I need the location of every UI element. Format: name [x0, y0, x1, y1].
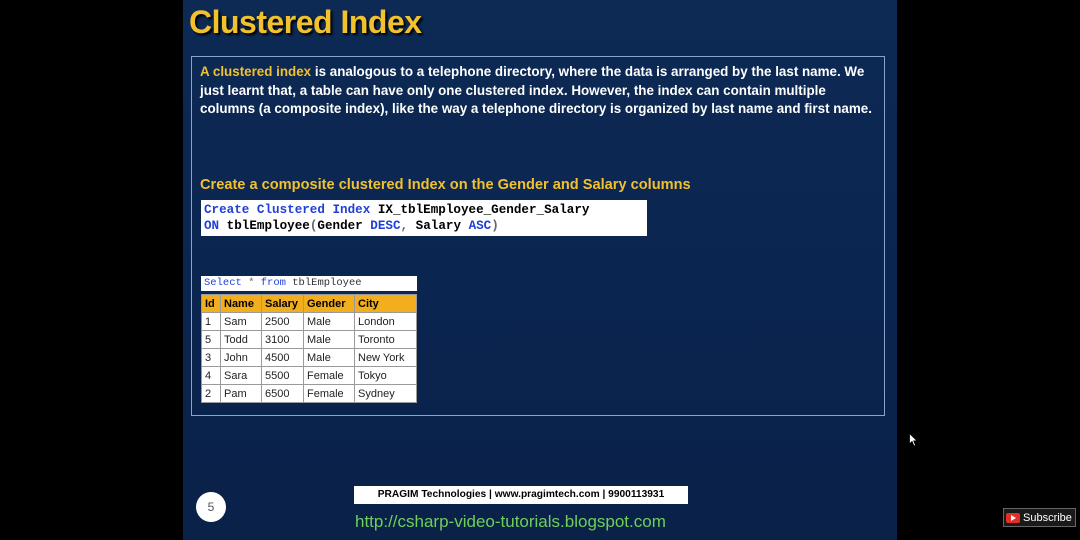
code-keyword-create: Create Clustered Index [204, 203, 371, 217]
content-box: A clustered index is analogous to a tele… [191, 56, 885, 416]
code-column-salary: Salary [408, 219, 469, 233]
code-column-gender: Gender [317, 219, 371, 233]
code-comma: , [400, 219, 409, 233]
column-header-id: Id [201, 294, 221, 313]
code-keyword-desc: DESC [370, 219, 401, 233]
cell-city: Toronto [354, 330, 417, 349]
code-index-name: IX_tblEmployee_Gender_Salary [370, 203, 590, 217]
code-keyword-asc: ASC [468, 219, 492, 233]
subscribe-button[interactable]: Subscribe [1003, 508, 1076, 527]
cell-salary: 4500 [261, 348, 304, 367]
query-table-name: tblEmployee [285, 277, 362, 289]
section-heading: Create a composite clustered Index on th… [200, 177, 691, 193]
code-keyword-on: ON [204, 219, 220, 233]
query-keyword-from: from [260, 277, 286, 289]
cell-gender: Male [303, 330, 355, 349]
intro-paragraph: A clustered index is analogous to a tele… [200, 63, 876, 119]
cell-gender: Male [303, 312, 355, 331]
table-row: 2 Pam 6500 Female Sydney [201, 384, 417, 403]
cell-id: 2 [201, 384, 221, 403]
sql-code-block: Create Clustered Index IX_tblEmployee_Ge… [201, 200, 647, 236]
cell-name: Pam [220, 384, 262, 403]
employee-result-table: Id Name Salary Gender City 1 Sam 2500 Ma… [201, 294, 417, 403]
query-star: * [241, 277, 261, 289]
cell-gender: Female [303, 384, 355, 403]
cell-id: 4 [201, 366, 221, 385]
cell-salary: 3100 [261, 330, 304, 349]
cell-gender: Female [303, 366, 355, 385]
cell-salary: 6500 [261, 384, 304, 403]
cell-id: 1 [201, 312, 221, 331]
code-paren-open: ( [309, 219, 318, 233]
cell-salary: 5500 [261, 366, 304, 385]
cell-name: Todd [220, 330, 262, 349]
cell-name: John [220, 348, 262, 367]
cell-salary: 2500 [261, 312, 304, 331]
intro-highlight: A clustered index [200, 64, 312, 79]
youtube-icon [1006, 512, 1020, 523]
cell-city: Sydney [354, 384, 417, 403]
column-header-name: Name [220, 294, 262, 313]
table-header-row: Id Name Salary Gender City [201, 294, 417, 313]
table-row: 3 John 4500 Male New York [201, 348, 417, 367]
column-header-gender: Gender [303, 294, 355, 313]
table-row: 4 Sara 5500 Female Tokyo [201, 366, 417, 385]
cell-gender: Male [303, 348, 355, 367]
slide-title: Clustered Index [189, 4, 422, 40]
mouse-pointer-icon [909, 433, 919, 447]
cell-id: 5 [201, 330, 221, 349]
footer-url-link[interactable]: http://csharp-video-tutorials.blogspot.c… [355, 512, 666, 531]
cell-city: London [354, 312, 417, 331]
table-row: 1 Sam 2500 Male London [201, 312, 417, 331]
cell-name: Sara [220, 366, 262, 385]
cell-id: 3 [201, 348, 221, 367]
page-number-badge: 5 [196, 492, 226, 522]
presentation-slide: Clustered Index A clustered index is ana… [183, 0, 897, 540]
footer-company-info: PRAGIM Technologies | www.pragimtech.com… [354, 486, 688, 504]
code-table-name: tblEmployee [219, 219, 310, 233]
select-query: Select * from tblEmployee [201, 276, 417, 291]
column-header-salary: Salary [261, 294, 304, 313]
table-row: 5 Todd 3100 Male Toronto [201, 330, 417, 349]
subscribe-label: Subscribe [1023, 511, 1072, 524]
cell-city: New York [354, 348, 417, 367]
query-keyword-select: Select [204, 277, 242, 289]
cell-name: Sam [220, 312, 262, 331]
code-paren-close: ) [491, 219, 499, 233]
intro-text: is analogous to a telephone directory, w… [200, 64, 872, 116]
column-header-city: City [354, 294, 417, 313]
cell-city: Tokyo [354, 366, 417, 385]
